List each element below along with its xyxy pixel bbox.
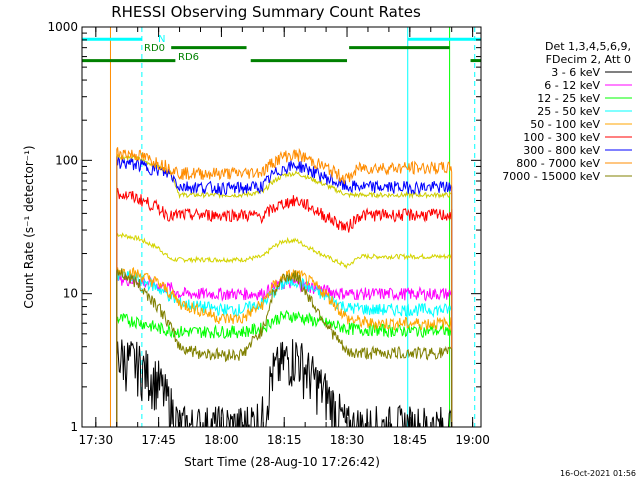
legend-entry: 50 - 100 keV <box>530 118 600 131</box>
legend-entry: 300 - 800 keV <box>523 144 600 157</box>
x-tick-label: 17:30 <box>79 433 114 447</box>
legend: Det 1,3,4,5,6,9,FDecim 2, Att 03 - 6 keV… <box>502 40 632 183</box>
y-tick-label: 100 <box>55 153 78 167</box>
y-tick-label: 10 <box>63 287 78 301</box>
x-tick-label: 18:45 <box>393 433 428 447</box>
footer-timestamp: 16-Oct-2021 01:56 <box>560 469 636 478</box>
legend-entry: 7000 - 15000 keV <box>502 170 600 183</box>
y-axis-label: Count Rate (s⁻¹ detector⁻¹) <box>22 145 36 308</box>
legend-entry: 25 - 50 keV <box>537 105 600 118</box>
series-line-3-6-kev <box>116 339 453 427</box>
legend-entry: 3 - 6 keV <box>551 66 600 79</box>
legend-entry: 12 - 25 keV <box>537 92 600 105</box>
secondary-series-line <box>116 232 453 427</box>
series-line-50-100-kev <box>116 266 453 427</box>
x-tick-label: 19:00 <box>455 433 490 447</box>
plot-area <box>82 27 481 427</box>
y-axis: 1 10 100 1000 <box>47 20 481 434</box>
flag-label-rd0: RD0 <box>144 43 165 54</box>
legend-header: Det 1,3,4,5,6,9, <box>545 40 631 53</box>
plot-frame <box>81 26 482 428</box>
x-axis: 17:30 17:45 18:00 18:15 18:30 18:45 19:00 <box>79 27 490 447</box>
series-line-100-300-kev <box>116 188 453 427</box>
legend-entry: 6 - 12 keV <box>544 79 600 92</box>
y-tick-label: 1 <box>70 420 78 434</box>
series-line-300-800-kev <box>116 156 453 427</box>
legend-header: FDecim 2, Att 0 <box>546 53 631 66</box>
series-line-800-7000-kev <box>116 147 453 427</box>
x-tick-label: 17:45 <box>141 433 176 447</box>
series-line-7000-15000-kev <box>116 268 453 427</box>
x-tick-label: 18:30 <box>330 433 365 447</box>
y-tick-label: 1000 <box>47 20 78 34</box>
x-axis-label: Start Time (28-Aug-10 17:26:42) <box>184 455 380 469</box>
series-line-12-25-kev <box>116 309 453 427</box>
flag-label-n: N <box>158 34 165 45</box>
chart-title: RHESSI Observing Summary Count Rates <box>111 3 421 21</box>
legend-entry: 100 - 300 keV <box>523 131 600 144</box>
flag-label-rd6: RD6 <box>178 52 199 63</box>
x-tick-label: 18:00 <box>204 433 239 447</box>
x-tick-label: 18:15 <box>267 433 302 447</box>
series-line-6-12-kev <box>116 272 453 427</box>
legend-entry: 800 - 7000 keV <box>516 157 600 170</box>
